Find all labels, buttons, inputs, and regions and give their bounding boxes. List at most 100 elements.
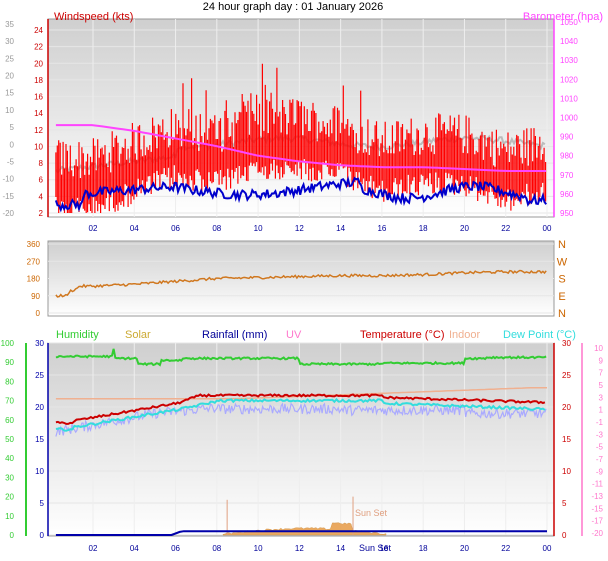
windspeed-tick-label: 8 bbox=[39, 159, 44, 168]
direction-axis-ticks: 360 270 180 90 0 bbox=[27, 240, 41, 318]
barometer-tick-label: 970 bbox=[560, 171, 574, 180]
humidity-tick-label: 70 bbox=[5, 397, 14, 406]
uv-tick-label: 7 bbox=[599, 369, 604, 378]
bottom-x-tick-label: 00 bbox=[543, 544, 552, 553]
average-wind-line bbox=[54, 175, 548, 213]
uv-tick-label: -3 bbox=[596, 430, 604, 439]
direction-tick-label: 180 bbox=[27, 275, 41, 284]
top-x-tick-label: 08 bbox=[212, 224, 221, 233]
bottom-x-tick-label: 10 bbox=[254, 544, 263, 553]
direction-tick-label: 270 bbox=[27, 257, 41, 266]
rainfall-tick-label: 10 bbox=[35, 467, 44, 476]
bottom-x-tick-label: 02 bbox=[89, 544, 98, 553]
rainfall-tick-label: 25 bbox=[35, 371, 44, 380]
outer-tick-label: 10 bbox=[5, 106, 14, 115]
uv-tick-label: -9 bbox=[596, 467, 604, 476]
temperature-series bbox=[55, 393, 546, 425]
humidity-tick-label: 60 bbox=[5, 416, 14, 425]
outer-left-axis-ticks: 35 30 25 20 15 10 5 0 -5 -10 -15 -20 bbox=[2, 20, 14, 218]
top-x-tick-label: 06 bbox=[171, 224, 180, 233]
windspeed-series bbox=[55, 63, 547, 213]
uv-tick-label: -7 bbox=[596, 455, 604, 464]
uv-tick-label: -1 bbox=[596, 418, 604, 427]
temperature-tick-label: 15 bbox=[562, 435, 571, 444]
sunset-marker-label: Sun Set bbox=[355, 508, 388, 518]
temperature-tick-label: 20 bbox=[562, 403, 571, 412]
compass-label: E bbox=[558, 291, 565, 303]
barometer-series bbox=[55, 124, 546, 172]
humidity-series bbox=[55, 348, 547, 367]
windspeed-label: Windspeed (kts) bbox=[54, 11, 133, 23]
windspeed-tick-label: 20 bbox=[34, 59, 43, 68]
temperature-tick-label: 0 bbox=[562, 531, 567, 540]
uv-tick-label: -11 bbox=[592, 480, 604, 489]
rainfall-tick-label: 15 bbox=[35, 435, 44, 444]
top-x-tick-label: 14 bbox=[336, 224, 345, 233]
barometer-tick-label: 1010 bbox=[560, 94, 578, 103]
barometer-label: Barometer (hpa) bbox=[523, 11, 603, 23]
windspeed-tick-label: 2 bbox=[39, 209, 44, 218]
rainfall-series bbox=[55, 530, 547, 536]
wind-direction-line bbox=[55, 269, 547, 298]
humidity-tick-label: 100 bbox=[1, 339, 15, 348]
uv-tick-label: -17 bbox=[591, 517, 603, 526]
barometer-tick-label: 980 bbox=[560, 152, 574, 161]
top-x-tick-label: 10 bbox=[254, 224, 263, 233]
humidity-tick-label: 10 bbox=[5, 512, 14, 521]
direction-tick-label: 90 bbox=[31, 292, 40, 301]
direction-tick-label: 0 bbox=[36, 309, 41, 318]
legend-humidity: Humidity bbox=[56, 329, 99, 341]
rainfall-tick-label: 30 bbox=[35, 339, 44, 348]
uv-tick-label: 3 bbox=[599, 393, 604, 402]
top-x-tick-label: 18 bbox=[419, 224, 428, 233]
legend-dewpoint: Dew Point (°C) bbox=[503, 329, 576, 341]
outer-tick-label: 5 bbox=[10, 123, 15, 132]
temperature-tick-label: 30 bbox=[562, 339, 571, 348]
barometer-tick-label: 990 bbox=[560, 133, 574, 142]
wind-direction-series bbox=[55, 269, 547, 298]
outer-tick-label: -20 bbox=[2, 209, 14, 218]
outer-tick-label: -10 bbox=[2, 175, 14, 184]
legend-indoor: Indoor bbox=[449, 329, 481, 341]
temperature-tick-label: 10 bbox=[562, 467, 571, 476]
uv-tick-label: 5 bbox=[599, 381, 604, 390]
outer-tick-label: -15 bbox=[2, 192, 14, 201]
dewpoint-series bbox=[55, 397, 546, 432]
barometer-tick-label: 1020 bbox=[560, 75, 578, 84]
barometer-tick-label: 1040 bbox=[560, 37, 578, 46]
bottom-x-tick-label: 06 bbox=[171, 544, 180, 553]
chart-title: 24 hour graph day : 01 January 2026 bbox=[203, 1, 383, 13]
top-x-tick-label: 02 bbox=[89, 224, 98, 233]
sunset-axis-label: Sun Set bbox=[359, 543, 392, 553]
rainfall-tick-label: 5 bbox=[40, 499, 45, 508]
bottom-x-tick-label: 20 bbox=[460, 544, 469, 553]
uv-tick-label: -15 bbox=[591, 504, 603, 513]
windspeed-tick-label: 22 bbox=[34, 43, 43, 52]
uv-tick-label: -13 bbox=[591, 492, 603, 501]
compass-label: N bbox=[558, 239, 566, 251]
bottom-x-tick-label: 22 bbox=[501, 544, 510, 553]
bottom-x-tick-label: 16 bbox=[379, 544, 388, 553]
bottom-x-tick-label: 18 bbox=[419, 544, 428, 553]
compass-label: W bbox=[557, 256, 568, 268]
temperature-tick-label: 5 bbox=[562, 499, 567, 508]
temperature-tick-label: 25 bbox=[562, 371, 571, 380]
rainfall-axis-ticks: 30 25 20 15 10 5 0 bbox=[35, 339, 44, 540]
outer-tick-label: 0 bbox=[10, 140, 15, 149]
windspeed-tick-label: 10 bbox=[34, 142, 43, 151]
outer-tick-label: 35 bbox=[5, 20, 14, 29]
bottom-x-tick-label: 04 bbox=[130, 544, 139, 553]
uv-tick-label: 10 bbox=[594, 344, 603, 353]
top-x-tick-label: 00 bbox=[543, 224, 552, 233]
windspeed-tick-label: 4 bbox=[39, 192, 44, 201]
direction-tick-label: 360 bbox=[27, 240, 41, 249]
bottom-x-tick-label: 08 bbox=[212, 544, 221, 553]
barometer-axis-ticks: 1050 1040 1030 1020 1010 1000 990 980 970 960 950 bbox=[560, 18, 578, 218]
humidity-tick-label: 30 bbox=[5, 473, 14, 482]
top-panel-series bbox=[54, 63, 548, 213]
legend-temperature: Temperature (°C) bbox=[360, 329, 444, 341]
compass-label: S bbox=[558, 274, 565, 286]
humidity-tick-label: 50 bbox=[5, 435, 14, 444]
